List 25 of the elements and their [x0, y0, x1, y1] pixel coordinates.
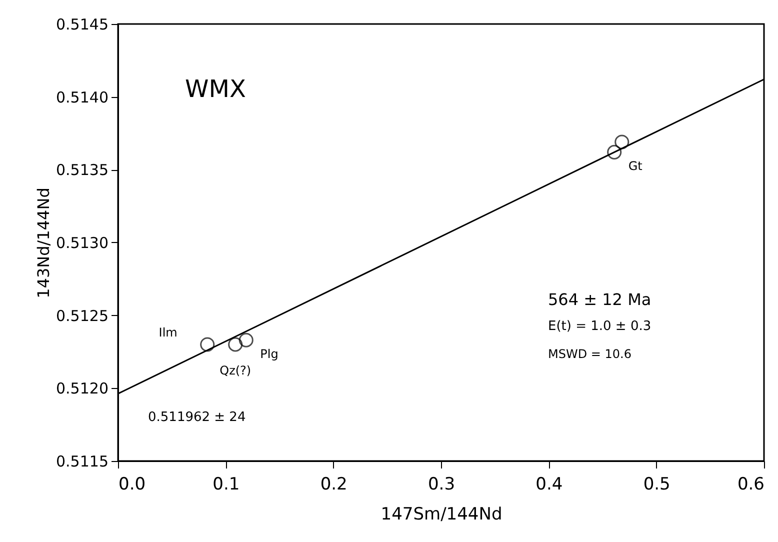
x-tick-label: 0.6 — [737, 474, 764, 494]
annotation: WMX — [185, 75, 246, 103]
x-tick-label: 0.4 — [536, 474, 563, 494]
annotation: MSWD = 10.6 — [548, 347, 632, 361]
y-tick-label: 0.5145 — [56, 16, 108, 34]
annotation: Ilm — [158, 325, 178, 340]
x-tick-label: 0.2 — [320, 474, 348, 494]
x-tick-label: 0.3 — [428, 474, 456, 494]
x-tick-label: 0.1 — [212, 474, 240, 494]
x-tick-label: 0.5 — [643, 474, 670, 494]
annotation: Plg — [260, 347, 278, 362]
annotation: 564 ± 12 Ma — [548, 290, 652, 309]
y-tick-label: 0.5120 — [56, 380, 108, 398]
annotation: Gt — [628, 159, 643, 174]
y-tick-label: 0.5130 — [56, 234, 108, 252]
y-axis-title: 143Nd/144Nd — [34, 188, 54, 298]
x-axis-title: 147Sm/144Nd — [380, 504, 502, 524]
y-tick-label: 0.5135 — [56, 161, 108, 180]
y-tick-label: 0.5115 — [56, 452, 108, 470]
x-tick-label: 0.0 — [118, 474, 146, 494]
annotation: Qz(?) — [220, 363, 252, 378]
y-tick-label: 0.5140 — [56, 88, 108, 106]
annotation: 0.511962 ± 24 — [148, 410, 246, 425]
annotation: E(t) = 1.0 ± 0.3 — [548, 319, 652, 334]
y-tick-label: 0.5125 — [56, 306, 108, 325]
